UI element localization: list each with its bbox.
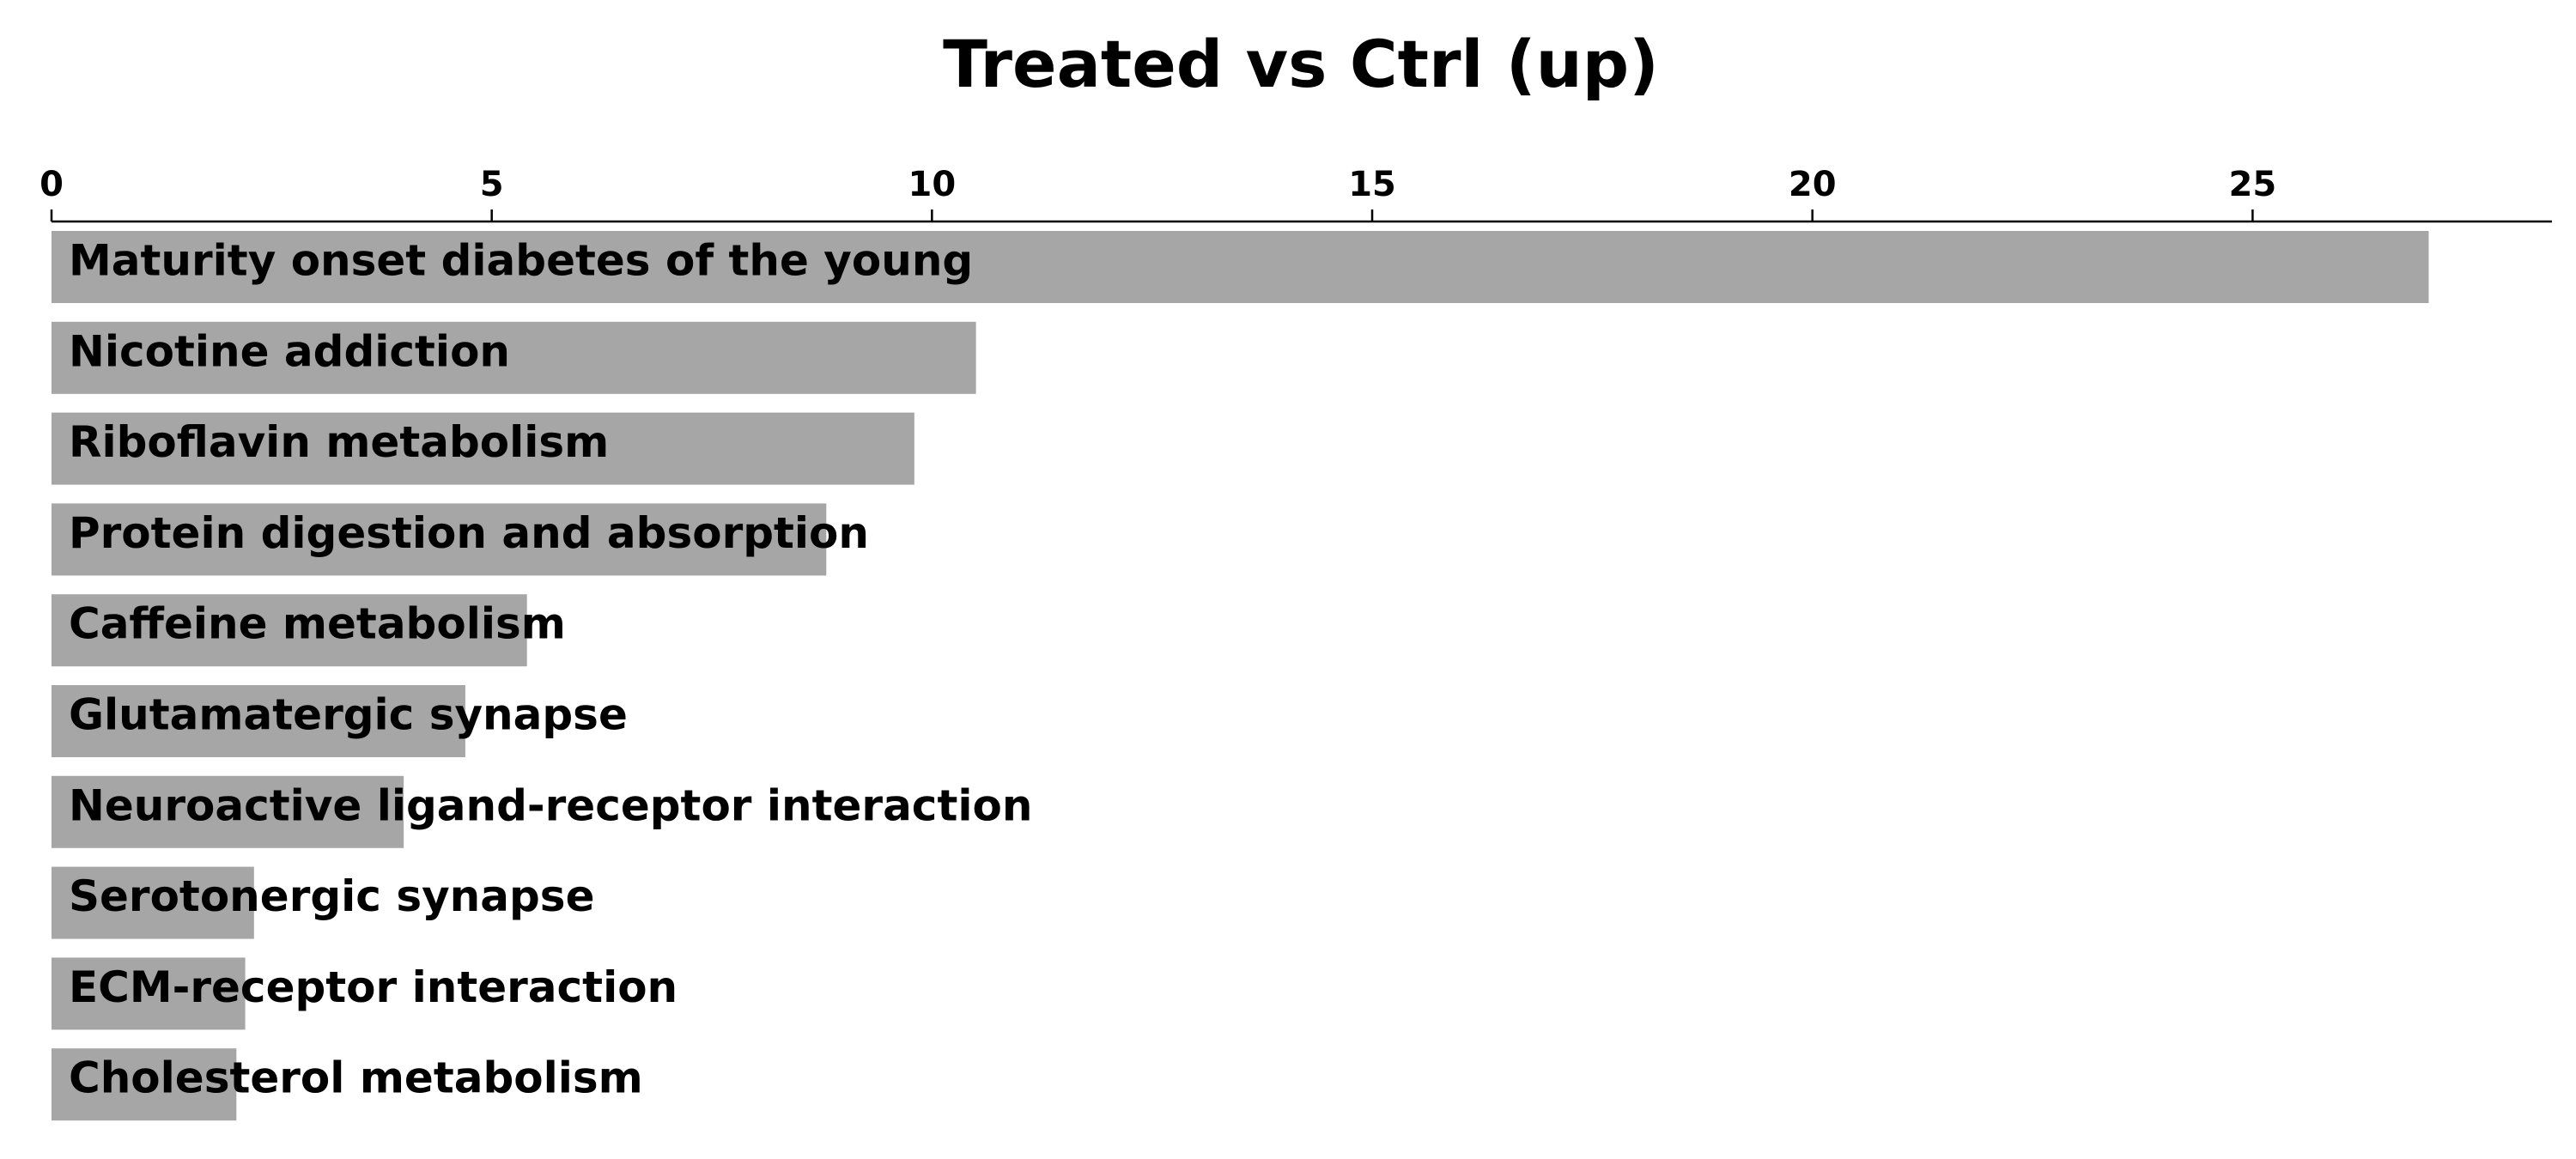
bar-category-label: Riboflavin metabolism <box>69 417 609 467</box>
x-tick-label: 0 <box>39 165 64 204</box>
x-tick-label: 20 <box>1789 165 1837 204</box>
bar-category-label: Neuroactive ligand-receptor interaction <box>69 780 1032 830</box>
x-tick-label: 10 <box>908 165 957 204</box>
bar <box>52 866 254 939</box>
bar-category-label: Cholesterol metabolism <box>69 1053 643 1103</box>
bar-category-label: Maturity onset diabetes of the young <box>69 236 973 286</box>
bar <box>52 321 976 394</box>
bar-labels: Maturity onset diabetes of the young Nico… <box>69 236 1032 1103</box>
bar <box>52 231 2429 303</box>
bar-category-label: Glutamatergic synapse <box>69 690 628 740</box>
bars <box>52 231 2429 1121</box>
x-tick-label: 5 <box>480 165 504 204</box>
x-axis: 0 5 10 15 20 25 <box>39 165 2552 223</box>
bar <box>52 412 914 485</box>
bar <box>52 685 465 757</box>
bar <box>52 503 827 576</box>
x-tick-label: 25 <box>2229 165 2277 204</box>
bar <box>52 1048 237 1121</box>
bar-category-label: Caffeine metabolism <box>69 599 566 649</box>
bar-category-label: Nicotine addiction <box>69 326 510 376</box>
bar-category-label: Serotonergic synapse <box>69 871 594 921</box>
bar-category-label: Protein digestion and absorption <box>69 508 869 558</box>
x-tick-label: 15 <box>1348 165 1396 204</box>
chart-title: Treated vs Ctrl (up) <box>943 26 1659 102</box>
bar <box>52 594 527 667</box>
bar <box>52 957 246 1030</box>
bar-category-label: ECM-receptor interaction <box>69 962 677 1012</box>
bar <box>52 775 404 848</box>
